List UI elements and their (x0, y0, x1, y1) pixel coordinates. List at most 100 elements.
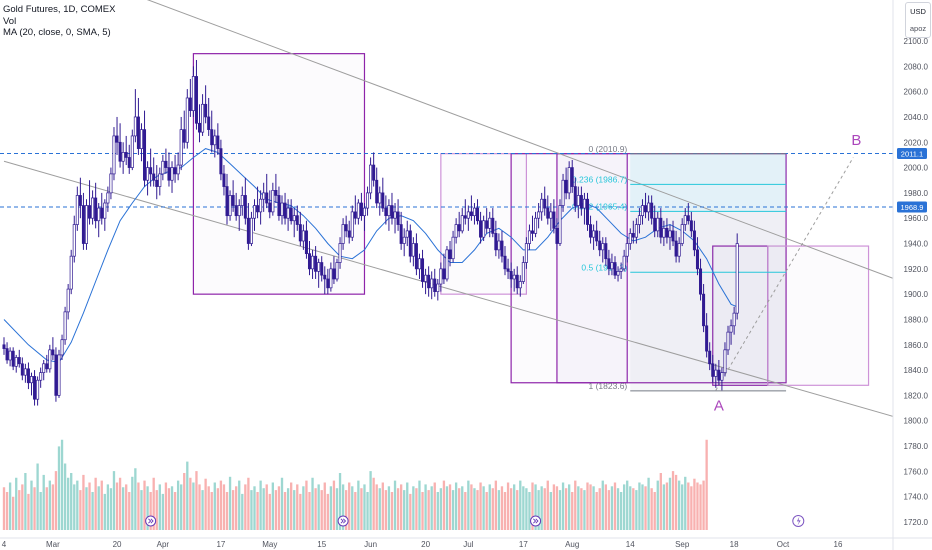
volume-bar (351, 486, 354, 530)
candle-body (564, 179, 568, 194)
y-tick-label: 1940.0 (904, 240, 929, 249)
candle-body (256, 205, 260, 213)
candle-body (362, 207, 366, 217)
currency-scale-box[interactable]: USD apoz (905, 2, 931, 38)
candle-body (411, 243, 415, 257)
x-tick-label: Mar (46, 540, 60, 549)
volume-bar (176, 480, 180, 530)
volume-bar (433, 482, 436, 530)
candle-body (576, 195, 580, 206)
volume-bar (207, 486, 210, 530)
volume-bar (641, 484, 644, 530)
volume-bar (63, 463, 67, 530)
volume-bar (705, 439, 708, 530)
volume-bar (546, 480, 549, 530)
volume-bar (164, 482, 168, 530)
volume-bar (696, 482, 699, 530)
volume-bar (531, 482, 534, 530)
candle-body (436, 283, 440, 292)
candle-body (204, 103, 208, 118)
candle-body (198, 122, 202, 133)
volume-bar (473, 488, 476, 530)
volume-bar (253, 486, 256, 530)
volume-bar (134, 468, 137, 530)
candle-body (146, 167, 150, 181)
candle-body (726, 331, 730, 351)
volume-bar (610, 486, 614, 530)
volume-bar (375, 484, 378, 530)
candle-body (607, 258, 611, 270)
volume-bar (619, 492, 623, 530)
candle-body (628, 233, 632, 244)
volume-bar (665, 482, 669, 530)
candle-body (5, 348, 9, 361)
candle-body (680, 224, 684, 244)
volume-bar (354, 492, 357, 530)
candle-body (378, 192, 382, 204)
volume-bar (228, 476, 232, 530)
volume-bar (360, 488, 363, 530)
candle-body (323, 274, 327, 280)
candle-body (94, 197, 98, 222)
volume-bar (314, 488, 317, 530)
candle-body (246, 217, 250, 244)
volume-bar (693, 478, 696, 530)
candle-body (720, 372, 724, 381)
volume-bar (216, 488, 220, 530)
candle-body (479, 220, 483, 238)
candle-body (194, 76, 198, 124)
volume-bar (213, 482, 216, 530)
candle-body (451, 236, 455, 260)
volume-bar (259, 480, 262, 530)
candle-body (442, 268, 446, 280)
volume-bar (271, 482, 274, 530)
candle-body (472, 207, 476, 217)
price-tag (897, 201, 927, 213)
volume-bar (476, 490, 479, 530)
volume-bar (341, 484, 345, 530)
candle-body (637, 215, 641, 225)
volume-bar (244, 484, 247, 530)
volume-bar (571, 492, 574, 530)
y-tick-label: 2100.0 (904, 37, 929, 46)
candle-body (359, 202, 363, 217)
candle-body (158, 173, 162, 187)
x-tick-label: 20 (113, 540, 122, 549)
price-tag-label: 1968.9 (901, 203, 924, 212)
volume-bar (241, 493, 244, 530)
volume-bar (247, 477, 250, 530)
candle-body (631, 233, 635, 238)
volume-bar (537, 490, 540, 530)
candle-body (14, 357, 18, 367)
volume-bar (137, 482, 140, 530)
volume-bar (464, 492, 467, 530)
volume-bar (42, 474, 45, 530)
candle-body (298, 224, 302, 242)
volume-bar (158, 484, 161, 530)
candle-body (708, 350, 712, 365)
candle-body (555, 227, 559, 244)
volume-bar (424, 484, 427, 530)
y-tick-label: 1820.0 (904, 391, 929, 400)
x-tick-label: Jul (463, 540, 473, 549)
legend-volume: Vol (3, 15, 17, 27)
candle-body (699, 268, 703, 295)
candle-body (201, 103, 205, 133)
volume-bar (598, 488, 601, 530)
candle-body (372, 164, 376, 181)
fib-level-label: 0 (2010.9) (589, 144, 628, 154)
candle-body (662, 227, 666, 238)
volume-bar (427, 490, 430, 530)
volume-bar (500, 486, 504, 530)
candle-body (647, 202, 651, 213)
candle-body (546, 207, 550, 219)
volume-bar (690, 486, 693, 530)
candle-body (26, 368, 30, 384)
candle-body (683, 215, 687, 225)
volume-bar (528, 492, 531, 530)
volume-bar (629, 486, 632, 530)
candle-body (72, 224, 76, 257)
volume-bar (57, 446, 61, 530)
volume-bar (369, 471, 372, 530)
